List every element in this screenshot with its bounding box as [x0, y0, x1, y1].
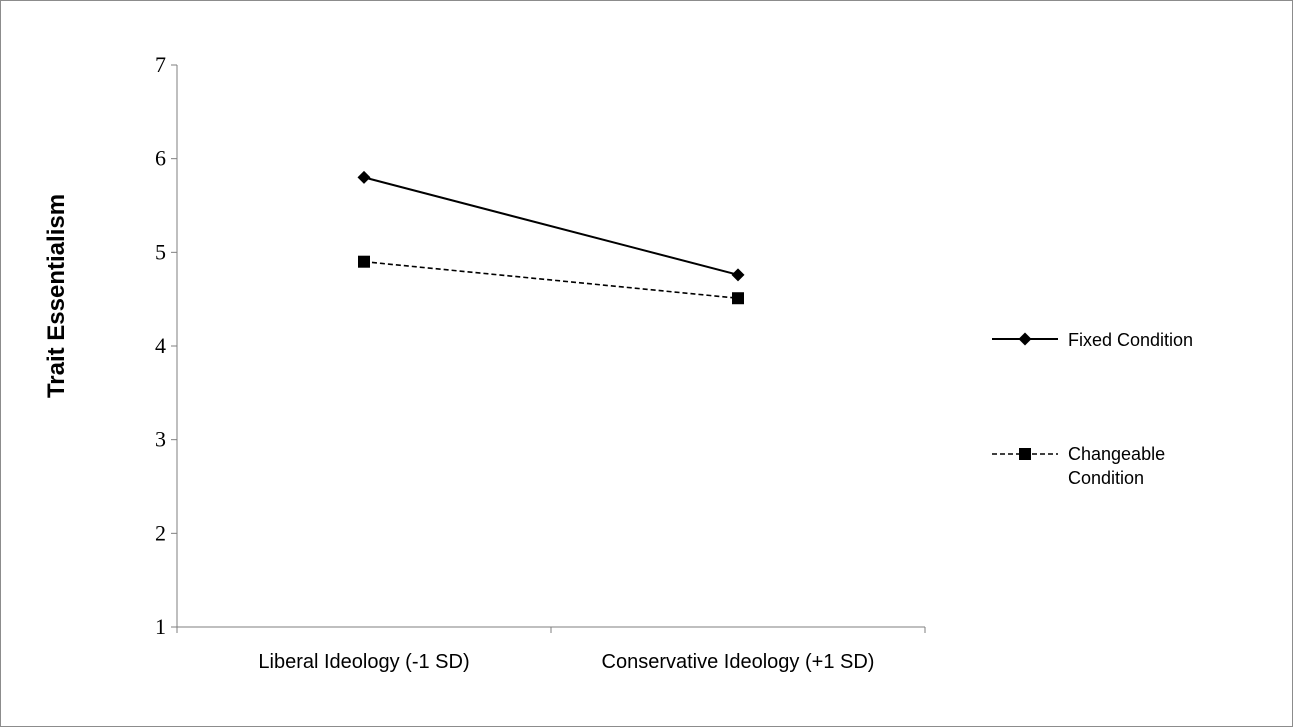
y-tick-label: 5	[155, 239, 166, 264]
y-tick-label: 2	[155, 520, 166, 545]
diamond-marker	[731, 268, 745, 282]
legend-label: Fixed Condition	[1068, 330, 1193, 350]
axes: 1 2 3 4 5 6 7 Liberal Ideology (-1 SD) Conservat…	[155, 52, 926, 673]
series-line-0	[363, 176, 739, 276]
chart-marks	[357, 170, 745, 305]
legend-label: Condition	[1068, 468, 1144, 488]
y-tick-label: 6	[155, 146, 166, 171]
y-axis-title: Trait Essentialism	[43, 194, 70, 398]
legend-label: Changeable	[1068, 444, 1165, 464]
square-marker	[358, 255, 370, 268]
legend-marker-1	[1019, 448, 1031, 460]
y-tick-label: 7	[155, 52, 166, 77]
diamond-marker	[357, 170, 371, 184]
series-line-1	[363, 260, 739, 300]
square-marker	[732, 292, 744, 305]
legend-marker-0	[1018, 332, 1032, 346]
legend: Fixed Condition Changeable Condition	[992, 330, 1193, 488]
y-tick-label: 4	[155, 333, 166, 358]
y-tick-label: 3	[155, 427, 166, 452]
x-tick-label: Liberal Ideology (-1 SD)	[258, 651, 469, 673]
x-tick-label: Conservative Ideology (+1 SD)	[602, 651, 875, 673]
y-tick-label: 1	[155, 614, 166, 639]
